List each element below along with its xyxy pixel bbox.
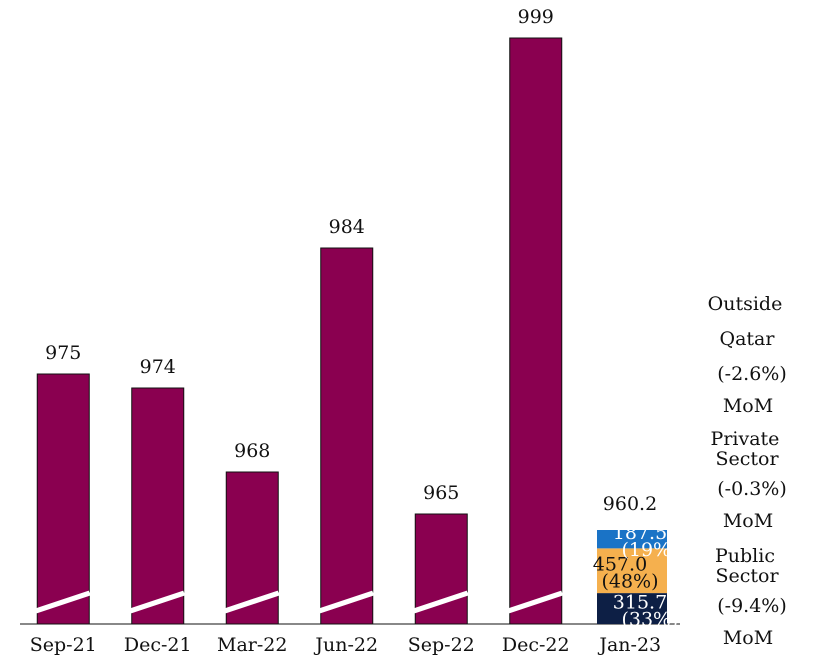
- annotation-name: Public: [715, 545, 775, 567]
- x-tick-label: Jun-22: [313, 634, 378, 656]
- x-tick-label: Mar-22: [217, 634, 287, 656]
- segment-value-label: 315.7: [613, 592, 667, 614]
- data-label: 965: [423, 482, 459, 504]
- x-tick-label: Dec-21: [124, 634, 192, 656]
- segment-share-label: (48%): [601, 571, 658, 593]
- data-label: 974: [140, 356, 176, 378]
- x-tick-label: Dec-22: [502, 634, 570, 656]
- segment-value-label: 187.5: [613, 522, 667, 544]
- annotation-name: Qatar: [720, 328, 776, 350]
- axis-break: [130, 590, 192, 614]
- stack-segment: [597, 530, 667, 549]
- data-label: 975: [45, 342, 81, 364]
- annotation-name: Private: [711, 428, 780, 450]
- stack-segment: [597, 593, 667, 624]
- annotation-period: MoM: [723, 395, 773, 417]
- axis-break: [312, 590, 374, 614]
- x-tick-label: Sep-22: [408, 634, 475, 656]
- axis-break: [501, 590, 563, 614]
- bar: [36, 373, 90, 625]
- segment-share-label: (33%): [621, 609, 678, 631]
- segment-value-label: 457.0: [593, 554, 647, 576]
- axis-break: [406, 590, 468, 614]
- axis-break: [224, 590, 286, 614]
- annotation-period: MoM: [723, 510, 773, 532]
- segment-share-label: (19%): [621, 539, 678, 561]
- annotation-name: Outside: [708, 293, 783, 315]
- axis-break: [413, 590, 475, 614]
- axis-break: [319, 590, 381, 614]
- stack-segment: [597, 548, 667, 594]
- axis-break: [508, 590, 570, 614]
- annotation-change: (-0.3%): [717, 478, 787, 500]
- x-tick-label: Jan-23: [597, 634, 661, 656]
- data-label: 968: [234, 440, 270, 462]
- axis-break: [217, 590, 279, 614]
- axis-break: [35, 590, 97, 614]
- annotation-change: (-9.4%): [717, 595, 787, 617]
- axis-break: [123, 590, 185, 614]
- data-label: 999: [518, 6, 554, 28]
- annotation-name: Sector: [715, 448, 779, 470]
- annotation-period: MoM: [723, 627, 773, 649]
- bar: [320, 247, 374, 625]
- bar: [509, 37, 563, 625]
- annotation-change: (-2.6%): [717, 363, 787, 385]
- x-tick-label: Sep-21: [30, 634, 97, 656]
- data-label: 984: [329, 216, 365, 238]
- bar: [131, 387, 185, 625]
- stack-total-label: 960.2: [603, 493, 657, 515]
- axis-break: [28, 590, 90, 614]
- annotation-name: Sector: [715, 565, 779, 587]
